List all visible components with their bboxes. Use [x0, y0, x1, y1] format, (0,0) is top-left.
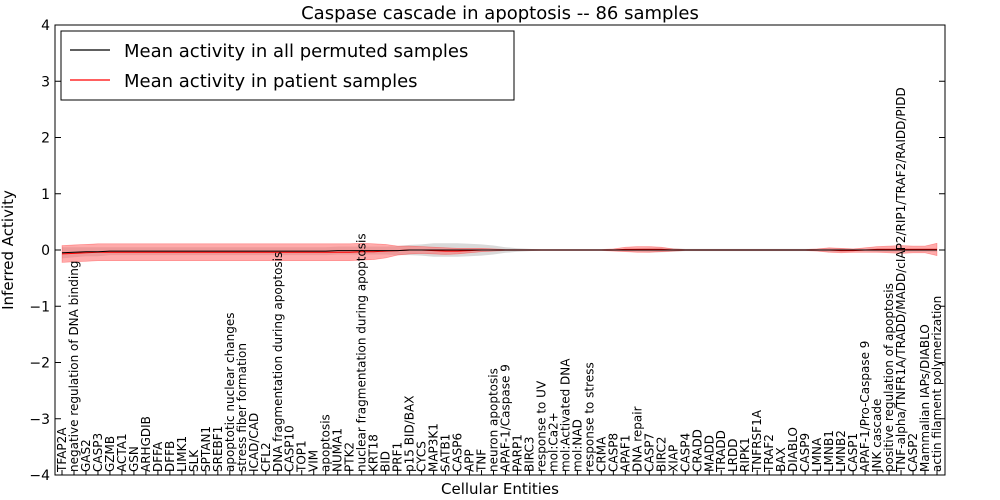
x-tick-label: SLK [187, 449, 201, 472]
x-tick-label: SREBF1 [211, 426, 225, 472]
x-tick-label: CASP3 [91, 433, 105, 472]
x-tick-label: MAP3K1 [427, 423, 441, 472]
x-tick-label: BID [379, 451, 393, 472]
x-tick-label: APP [463, 449, 477, 472]
x-tick-label: CASP9 [798, 433, 812, 472]
x-tick-label: NUMA1 [331, 428, 345, 472]
y-tick-label: −1 [29, 299, 50, 315]
x-tick-label: DIABLO [786, 427, 800, 472]
x-axis-label: Cellular Entities [441, 480, 559, 498]
x-tick-label: PARP1 [511, 434, 525, 472]
x-tick-label: CASP4 [678, 433, 692, 472]
x-tick-label: BIRC3 [523, 436, 537, 472]
x-tick-label: GZMB [103, 436, 117, 472]
x-tick-label: mol:Activated DNA [558, 358, 572, 472]
x-tick-label: KRT18 [367, 434, 381, 472]
x-tick-label: nuclear fragmentation during apoptosis [355, 233, 369, 472]
x-tick-label: ICAD/CAD [247, 413, 261, 472]
x-tick-label: LMNB1 [822, 430, 836, 472]
x-tick-label: DFFB [163, 441, 177, 472]
y-tick-label: 0 [41, 243, 50, 259]
x-tick-label: BIRC2 [654, 436, 668, 472]
x-tick-label: CASP6 [451, 433, 465, 472]
x-tick-label: actin filament polymerization [930, 296, 944, 472]
x-tick-label: TFAP2A [55, 427, 69, 473]
x-tick-label: APAF-1/Pro-Caspase 9 [858, 341, 872, 472]
x-tick-label: PTK2 [343, 442, 357, 472]
x-tick-label: TRAF2 [762, 434, 776, 473]
x-tick-label: mol:NAD [570, 419, 584, 472]
x-tick-label: APAF1 [618, 435, 632, 472]
y-tick-label: −4 [29, 468, 50, 484]
x-tick-label: DNA repair [630, 406, 644, 472]
x-tick-label: ARHGDIB [139, 416, 153, 472]
x-tick-label: DFFA [151, 441, 165, 472]
lines-layer [61, 248, 937, 255]
x-tick-label: apoptosis [319, 414, 333, 472]
x-tick-label: DNA fragmentation during apoptosis [271, 252, 285, 472]
x-tick-label: CASP2 [906, 433, 920, 472]
x-tick-label: p15 BID/BAX [403, 396, 417, 472]
x-tick-label: SPTAN1 [199, 426, 213, 472]
line-permuted [61, 249, 937, 254]
x-tick-label: negative regulation of DNA binding [67, 261, 81, 472]
y-tick-label: 3 [41, 74, 50, 90]
y-tick-label: 2 [41, 131, 50, 147]
legend-label-permuted: Mean activity in all permuted samples [124, 41, 468, 62]
plot-frame [54, 24, 946, 476]
x-tick-label: LMNB2 [834, 430, 848, 472]
y-tick-label: −3 [29, 412, 50, 428]
x-tick-label: TNF-alpha/TNFR1A/TRADD/MADD/cIAP2/RIP1/T… [894, 87, 908, 473]
x-tick-label: TNF [475, 449, 489, 473]
band-patient [61, 242, 938, 263]
x-tick-label: CASP1 [846, 433, 860, 472]
x-tick-label: apoptotic nuclear changes [223, 313, 237, 472]
chart-title: Caspase cascade in apoptosis -- 86 sampl… [301, 3, 699, 24]
x-tick-label: CASP10 [283, 425, 297, 472]
x-tick-label: response to stress [582, 362, 596, 472]
x-tick-label: PRF1 [391, 442, 405, 472]
x-tick-label: VIM [307, 450, 321, 472]
y-tick-label: 4 [41, 18, 50, 34]
x-tick-label: GSN [127, 446, 141, 472]
x-tick-label: CASP7 [642, 433, 656, 472]
x-tick-label: JNK cascade [870, 399, 884, 473]
x-tick-label: MADD [702, 435, 716, 472]
x-tick-label: CFL2 [259, 442, 273, 472]
x-tick-label: CRADD [690, 429, 704, 472]
x-tick-label: Mammalian IAPs/DIABLO [918, 324, 932, 472]
legend-label-patient: Mean activity in patient samples [124, 71, 418, 92]
y-tick-label: 1 [41, 187, 50, 203]
x-tick-label: neuron apoptosis [487, 368, 501, 472]
y-tick-label: −2 [29, 356, 50, 372]
x-tick-label: stress fiber formation [235, 343, 249, 472]
x-tick-label: GAS2 [79, 439, 93, 472]
x-tick-label: XIAP [666, 445, 680, 472]
x-tick-label: SATB1 [439, 434, 453, 472]
x-tick-label: CASP8 [606, 433, 620, 472]
y-axis-label: Inferred Activity [0, 190, 17, 310]
x-tick-label: response to UV [535, 380, 549, 472]
x-tick-label: mol:Ca2+ [546, 412, 560, 472]
legend: Mean activity in all permuted samples Me… [60, 30, 515, 101]
x-tick-label: LMNA [810, 437, 824, 472]
x-tick-label: BAX [774, 447, 788, 472]
x-tick-label: RIPK1 [738, 437, 752, 472]
x-tick-label: APAF-1/Caspase 9 [499, 364, 513, 472]
x-tick-label: CRMA [594, 436, 608, 472]
y-ticks: −4 −3 −2 −1 0 1 2 3 4 [29, 18, 945, 484]
legend-box [60, 30, 515, 101]
x-tick-label: positive regulation of apoptosis [882, 283, 896, 472]
x-tick-label: ACTA1 [115, 433, 129, 472]
x-tick-label: CYCS [415, 441, 429, 472]
x-tick-label: LIMK1 [175, 436, 189, 472]
x-tick-label: TOP1 [295, 440, 309, 473]
bands-layer [61, 242, 938, 263]
x-tick-label: TRADD [714, 430, 728, 473]
x-tick-label: TNFRSF1A [750, 409, 764, 473]
x-tick-label: LRDD [726, 438, 740, 472]
